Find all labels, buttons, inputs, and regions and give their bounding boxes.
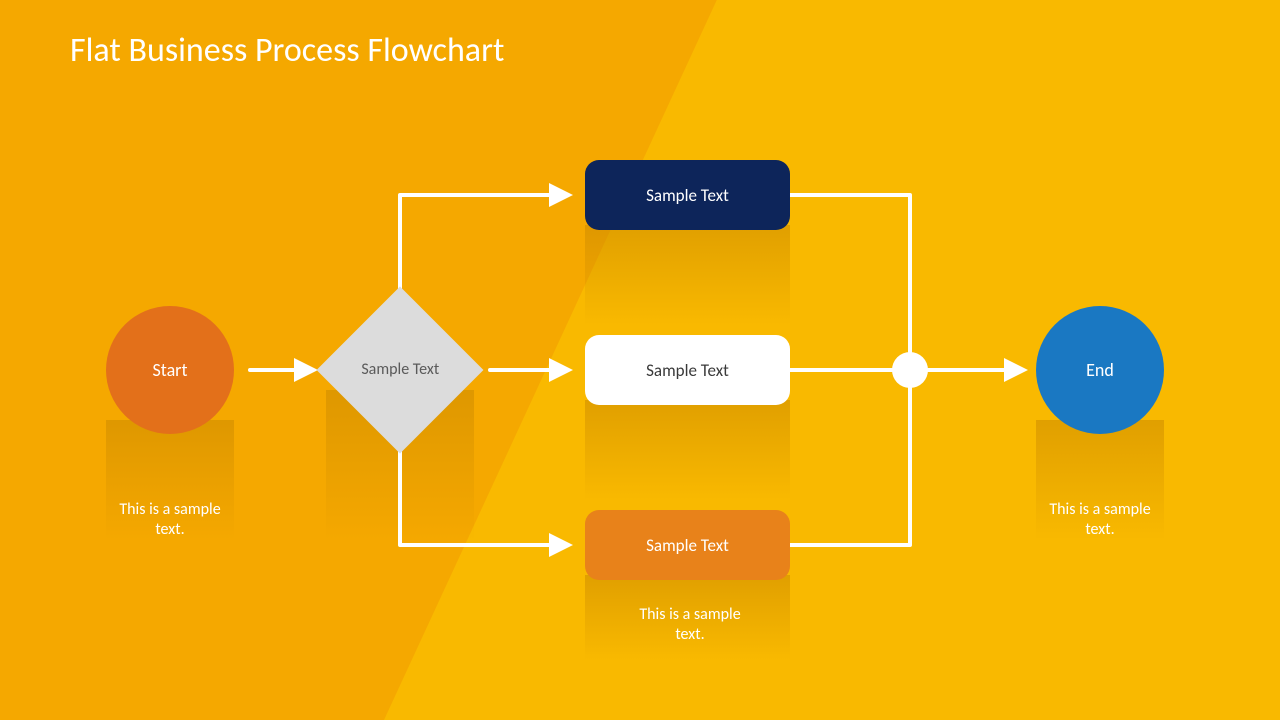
node-join: [892, 352, 928, 388]
edge-decision-bot: [400, 450, 565, 545]
shadow-opt-top: [585, 225, 790, 325]
shadow-opt-mid: [585, 400, 790, 500]
edge-bot-join: [790, 388, 910, 545]
node-end: End: [1036, 306, 1164, 434]
node-end-label: End: [1086, 359, 1114, 381]
node-start: Start: [106, 306, 234, 434]
node-opt-top-label: Sample Text: [646, 185, 729, 206]
node-opt-top: Sample Text: [585, 160, 790, 230]
node-decision: Sample Text: [317, 287, 484, 454]
caption-opt-bot: This is a sample text.: [630, 605, 750, 645]
node-start-label: Start: [152, 359, 187, 381]
edge-top-join: [790, 195, 910, 352]
node-decision-label: Sample Text: [361, 360, 439, 379]
flowchart-canvas: Start This is a sample text. Sample Text…: [0, 0, 1280, 720]
node-opt-bot-label: Sample Text: [646, 535, 729, 556]
node-opt-mid-label: Sample Text: [646, 360, 729, 381]
edge-decision-top: [400, 195, 565, 290]
caption-end: This is a sample text.: [1040, 500, 1160, 540]
node-opt-bot: Sample Text: [585, 510, 790, 580]
node-opt-mid: Sample Text: [585, 335, 790, 405]
caption-start: This is a sample text.: [110, 500, 230, 540]
